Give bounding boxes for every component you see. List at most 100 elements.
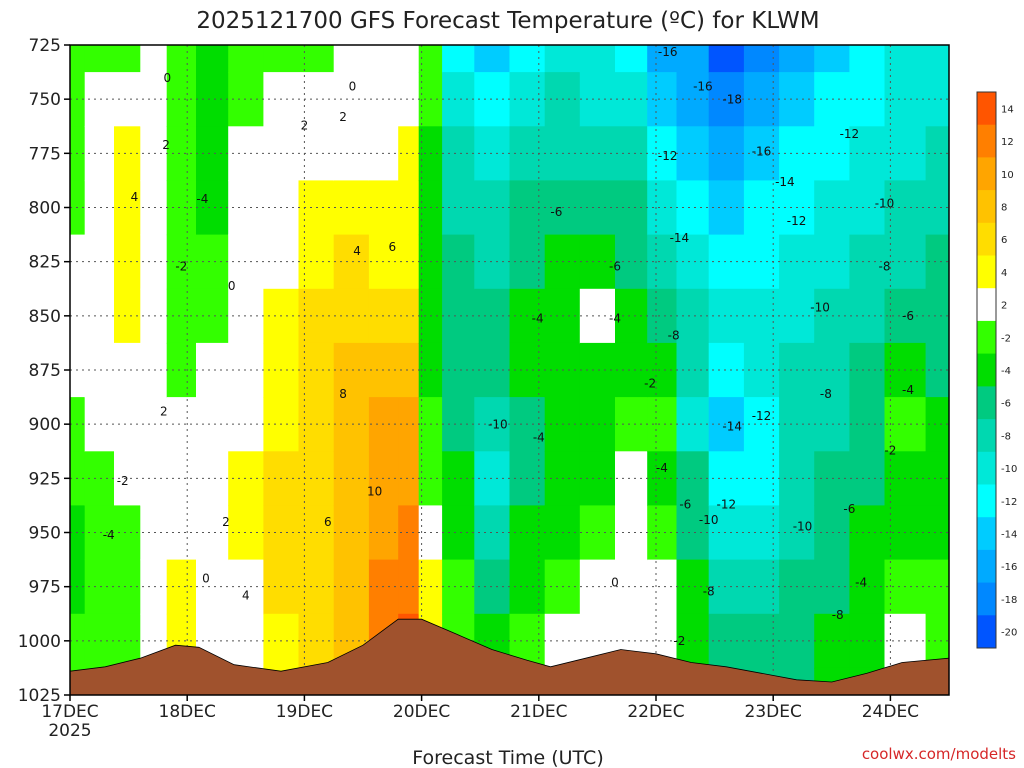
temperature-cell xyxy=(849,342,886,398)
temperature-cell xyxy=(474,505,511,561)
colorbar: 14 12 10 8 6 4 2 -2 -4 -6 -8 -10 -12 -14 -16 -18 -20 xyxy=(976,91,1017,649)
contour-label: -8 xyxy=(832,608,844,622)
temperature-cell xyxy=(70,45,86,73)
temperature-cell xyxy=(849,613,886,669)
temperature-cell xyxy=(442,234,475,290)
temperature-cell xyxy=(442,342,475,398)
contour-label: -8 xyxy=(668,329,680,343)
temperature-cell xyxy=(333,234,370,290)
contour-label: -12 xyxy=(787,214,807,228)
contour-label: -12 xyxy=(840,127,860,141)
temperature-cell xyxy=(474,451,511,507)
temperature-cell xyxy=(925,126,949,182)
contour-label: 2 xyxy=(301,119,309,133)
x-tick-label: 20DEC xyxy=(393,702,450,722)
temperature-cell xyxy=(925,45,949,73)
temperature-cell xyxy=(474,72,511,127)
contour-label: 0 xyxy=(163,71,171,85)
contour-label: -6 xyxy=(679,498,691,512)
temperature-cell xyxy=(140,45,168,73)
temperature-cell xyxy=(925,288,949,344)
temperature-cell xyxy=(579,451,616,507)
temperature-cell xyxy=(196,559,229,615)
temperature-cell xyxy=(398,559,420,615)
colorbar-swatch xyxy=(977,255,996,289)
temperature-cell xyxy=(708,45,745,73)
watermark-text[interactable]: coolwx.com/modelts xyxy=(862,745,1016,763)
temperature-cell xyxy=(474,126,511,182)
contour-label: -14 xyxy=(775,175,795,189)
temperature-cell xyxy=(140,451,168,507)
colorbar-label: -18 xyxy=(1001,595,1017,606)
x-axis-label: Forecast Time (UTC) xyxy=(412,747,603,768)
x-tick-label: 18DEC xyxy=(159,702,216,722)
temperature-cell xyxy=(579,126,616,182)
temperature-cell xyxy=(676,342,710,398)
contour-label: -10 xyxy=(810,301,830,315)
colorbar-label: 2 xyxy=(1001,301,1007,312)
temperature-cell xyxy=(708,342,745,398)
temperature-cell xyxy=(615,126,648,182)
grid-lines xyxy=(70,45,949,695)
y-tick-label: 1025 xyxy=(18,686,61,706)
colorbar-label: -10 xyxy=(1001,464,1017,475)
temperature-cell xyxy=(196,45,229,73)
x-tick-label: 24DEC xyxy=(862,702,919,722)
contour-label: 10 xyxy=(367,485,382,499)
temperature-cell xyxy=(708,505,745,561)
contour-label: -16 xyxy=(752,145,772,159)
temperature-cell xyxy=(676,451,710,507)
x-tick-sublabel: 2025 xyxy=(48,721,91,741)
temperature-cell xyxy=(228,45,264,73)
colorbar-label: -14 xyxy=(1001,530,1017,541)
temperature-cell xyxy=(849,559,886,615)
temperature-cell xyxy=(166,559,197,615)
temperature-cell xyxy=(228,288,264,344)
colorbar-swatch xyxy=(977,320,996,355)
temperature-cell xyxy=(442,45,475,73)
temperature-cell xyxy=(925,72,949,127)
temperature-cell xyxy=(474,45,511,73)
temperature-cell xyxy=(228,126,264,182)
temperature-cell xyxy=(615,72,648,127)
temperature-cell xyxy=(333,288,370,344)
temperature-cell xyxy=(333,45,370,73)
contour-label: -8 xyxy=(820,387,832,401)
contour-label: 0 xyxy=(202,571,210,585)
temperature-cell xyxy=(398,234,420,290)
temperature-cell xyxy=(442,126,475,182)
contour-label: -18 xyxy=(722,93,742,107)
temperature-cell xyxy=(708,397,745,452)
temperature-cell xyxy=(333,451,370,507)
temperature-cell xyxy=(333,559,370,615)
temperature-cell xyxy=(398,451,420,507)
contour-label: -2 xyxy=(117,474,129,488)
x-tick-label: 22DEC xyxy=(627,702,684,722)
temperature-cell xyxy=(647,45,678,73)
temperature-cell xyxy=(166,72,197,127)
y-tick-label: 725 xyxy=(29,36,61,56)
temperature-cell xyxy=(398,505,420,561)
temperature-cell xyxy=(474,342,511,398)
colorbar-label: 8 xyxy=(1001,203,1007,214)
temperature-cell xyxy=(708,288,745,344)
temperature-cell xyxy=(166,342,197,398)
temperature-cell xyxy=(140,72,168,127)
y-axis: 725 750 775 800 825 850 875 900 925 950 975 1000 102… xyxy=(18,36,70,706)
contour-label: -2 xyxy=(175,259,187,273)
contour-label: -6 xyxy=(902,309,914,323)
temperature-cell xyxy=(579,180,616,236)
colorbar-label: 4 xyxy=(1001,268,1007,279)
temperature-cell xyxy=(615,505,648,561)
temperature-cell xyxy=(579,72,616,127)
colorbar-swatch xyxy=(977,451,996,485)
colorbar-label: -4 xyxy=(1001,366,1011,377)
temperature-cell xyxy=(166,126,197,182)
colorbar-label: -6 xyxy=(1001,399,1011,410)
temperature-cell xyxy=(779,45,815,73)
colorbar-label: -12 xyxy=(1001,497,1017,508)
temperature-cell xyxy=(442,451,475,507)
temperature-cell xyxy=(298,45,335,73)
